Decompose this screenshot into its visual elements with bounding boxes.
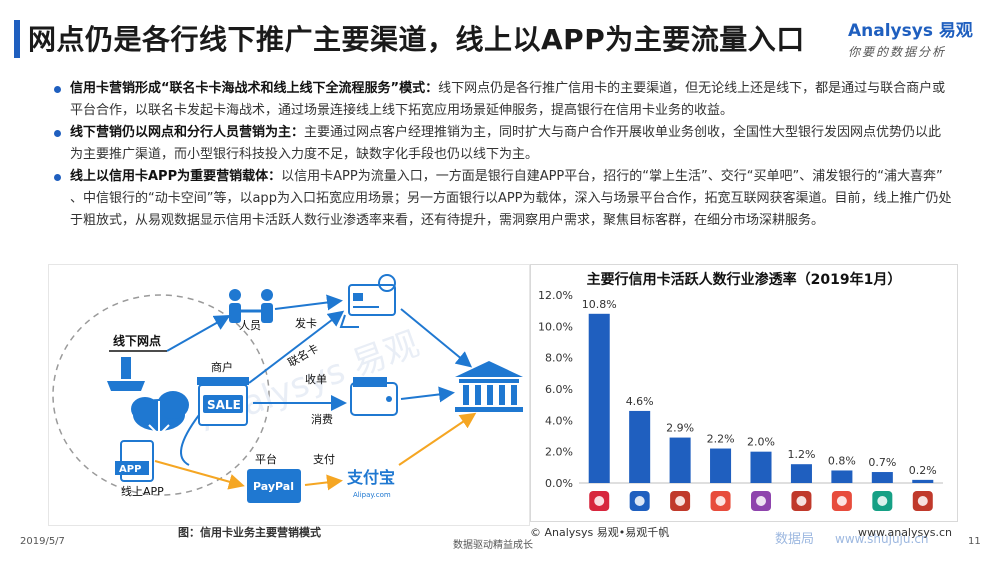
bullet-item: 线下营销仍以网点和分行人员营销为主：主要通过网点客户经理推销为主，同时扩大与商户… — [54, 122, 954, 166]
platform-label: 平台 — [255, 452, 277, 466]
staff-icon — [229, 289, 273, 323]
credit-card-icon — [341, 275, 395, 327]
page-number: 11 — [968, 536, 981, 547]
wallet-icon — [351, 377, 397, 415]
data-label: 0.8% — [828, 454, 856, 467]
arrow-alipay-to-bank — [399, 415, 473, 465]
app-logo-mark — [837, 496, 847, 506]
data-label: 0.7% — [868, 456, 896, 469]
y-tick-label: 8.0% — [545, 352, 573, 365]
app-logo-mark — [877, 496, 887, 506]
data-label: 2.9% — [666, 422, 694, 435]
chart-bar — [791, 464, 812, 483]
staff-label: 人员 — [239, 319, 261, 332]
bullet-heading: 线上以信用卡APP为重要营销载体： — [70, 169, 281, 184]
marketing-mode-diagram: Analysys 易观 线下网点 人员 商户 — [48, 264, 530, 526]
watermark-site: 数据局 — [775, 528, 814, 547]
arrow-wallet-to-bank — [401, 393, 451, 399]
bullet-heading: 线下营销仍以网点和分行人员营销为主： — [70, 125, 304, 140]
app-logo-mark — [756, 496, 766, 506]
offline-branch-label: 线下网点 — [113, 333, 161, 348]
arrow-branch-to-staff — [167, 317, 227, 351]
y-tick-label: 12.0% — [538, 289, 573, 302]
app-logo-mark — [594, 496, 604, 506]
bullet-heading: 信用卡营销形成“联名卡卡海战术和线上线下全流程服务”模式： — [70, 81, 438, 96]
bullet-item: 线上以信用卡APP为重要营销载体：以信用卡APP为流量入口，一方面是银行自建AP… — [54, 166, 954, 232]
merchant-label: 商户 — [211, 360, 233, 374]
chart-bar — [750, 452, 771, 483]
app-logo-mark — [918, 496, 928, 506]
chart-svg: 0.0% 2.0% 4.0% 6.0% 8.0% 10.0% 12.0% 10.8% 4.6% 2… — [531, 265, 957, 521]
sale-sign: SALE — [207, 398, 241, 412]
counter-icon — [107, 381, 145, 391]
y-tick-label: 10.0% — [538, 320, 573, 333]
online-app-label: 线上APP — [121, 484, 164, 498]
alipay-url: Alipay.com — [353, 491, 391, 499]
payment-label: 支付 — [313, 453, 335, 466]
bullet-list: 信用卡营销形成“联名卡卡海战术和线上线下全流程服务”模式：线下网点仍是各行推广信… — [54, 78, 954, 232]
y-tick-label: 0.0% — [545, 477, 573, 490]
cloud-icon — [131, 391, 189, 435]
data-label: 2.2% — [707, 433, 735, 446]
offline-branch-node: 线下网点 — [107, 333, 167, 391]
chart-bar — [872, 472, 893, 483]
app-badge: APP — [119, 464, 141, 475]
figure-caption: 图：信用卡业务主要营销模式 — [178, 524, 321, 540]
chart-bar — [670, 438, 691, 483]
chart-title: 主要行信用卡活跃人数行业渗透率（2019年1月） — [531, 269, 957, 289]
arrow-paypal-to-alipay — [305, 481, 339, 485]
alipay-text: 支付宝 — [346, 468, 395, 487]
chart-bar — [629, 411, 650, 483]
bank-icon — [455, 361, 523, 412]
chart-bar — [831, 470, 852, 483]
title-accent-bar — [14, 20, 20, 58]
footer-date: 2019/5/7 — [20, 536, 65, 547]
alipay-logo: 支付宝 Alipay.com — [346, 468, 395, 499]
footer-slogan: 数据驱动精益成长 — [453, 536, 533, 551]
y-tick-label: 2.0% — [545, 446, 573, 459]
paypal-logo: PayPal — [247, 469, 301, 503]
analysys-logo: Analysys 易观 你要的数据分析 — [848, 16, 988, 66]
issue-card-label: 发卡 — [295, 316, 317, 330]
app-logo-mark — [796, 496, 806, 506]
acquiring-label: 收单 — [305, 372, 327, 386]
data-label: 1.2% — [787, 448, 815, 461]
y-tick-label: 6.0% — [545, 383, 573, 396]
penetration-chart: 主要行信用卡活跃人数行业渗透率（2019年1月） 0.0% 2.0% 4.0% 6.0… — [530, 264, 958, 522]
chart-bar — [710, 449, 731, 483]
app-phone-icon: APP — [115, 441, 153, 481]
kiosk-icon — [121, 357, 131, 379]
page-title: 网点仍是各行线下推广主要渠道，线上以APP为主要流量入口 — [28, 18, 805, 58]
chart-bar — [589, 314, 610, 483]
arrow-staff-to-card — [275, 301, 339, 309]
copyright: © Analysys 易观•易观千帆 — [530, 524, 669, 540]
data-label: 2.0% — [747, 436, 775, 449]
app-logo-mark — [675, 496, 685, 506]
data-label: 10.8% — [582, 298, 617, 311]
app-logo-mark — [635, 496, 645, 506]
data-label: 4.6% — [626, 395, 654, 408]
paypal-text: PayPal — [253, 480, 294, 493]
logo-tagline: 你要的数据分析 — [848, 43, 988, 60]
y-tick-label: 4.0% — [545, 414, 573, 427]
chart-bar — [912, 480, 933, 483]
app-logo-mark — [716, 496, 726, 506]
sale-shop-icon: SALE — [197, 377, 249, 425]
data-label: 0.2% — [909, 464, 937, 477]
logo-brand: Analysys 易观 — [848, 16, 988, 41]
arrow-cloud-loop — [181, 415, 199, 465]
consume-label: 消费 — [311, 412, 333, 426]
diagram-svg: Analysys 易观 线下网点 人员 商户 — [49, 265, 529, 525]
bullet-item: 信用卡营销形成“联名卡卡海战术和线上线下全流程服务”模式：线下网点仍是各行推广信… — [54, 78, 954, 122]
footer-url[interactable]: www.analysys.cn — [858, 526, 952, 539]
